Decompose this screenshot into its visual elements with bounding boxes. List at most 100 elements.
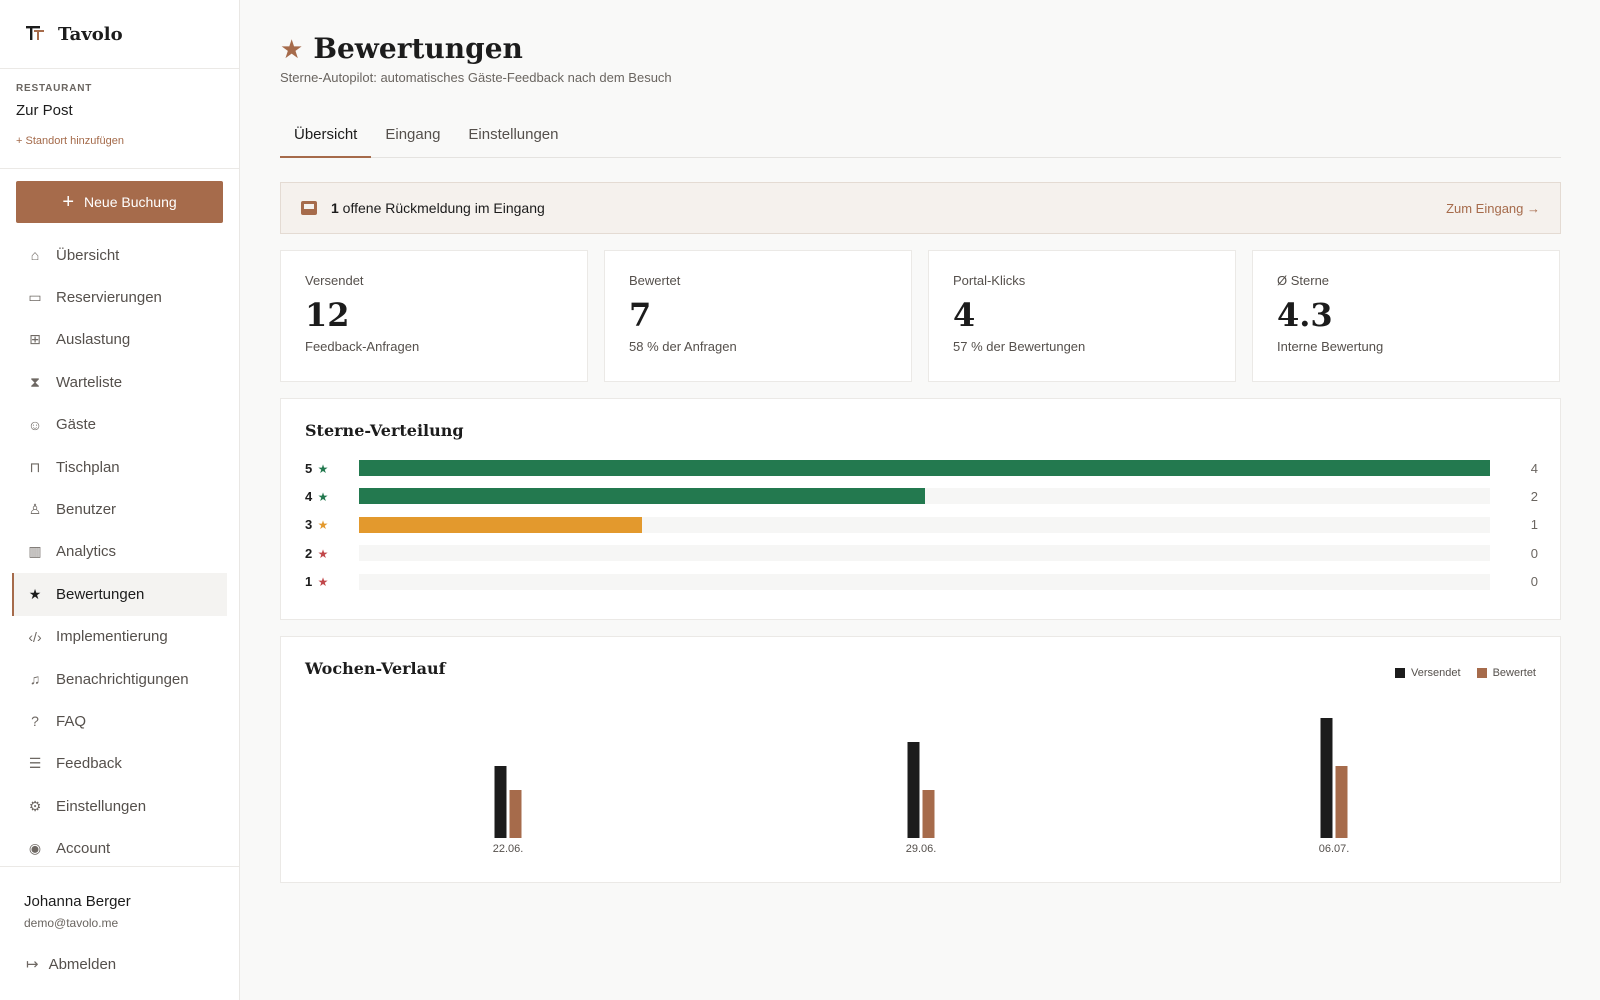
- distribution-count: 2: [1530, 488, 1538, 504]
- star-icon: ★: [314, 518, 329, 533]
- star-count-label: 5: [305, 460, 313, 476]
- star-icon: ★: [314, 575, 329, 590]
- distribution-label: 2 ★: [305, 546, 359, 561]
- inbox-icon: [301, 201, 317, 215]
- sidebar-item-label: Übersicht: [56, 246, 120, 264]
- sidebar-item-reservierungen[interactable]: ▭ Reservierungen: [12, 276, 227, 318]
- new-booking-button[interactable]: + Neue Buchung: [16, 181, 223, 223]
- sidebar-item-tischplan[interactable]: ⊓ Tischplan: [12, 446, 227, 488]
- logout-label: Abmelden: [48, 955, 117, 973]
- tavolo-logo-icon: [26, 26, 44, 40]
- distribution-row: 5 ★ 4: [305, 459, 1538, 477]
- star-icon: ★: [314, 461, 329, 476]
- distribution-label: 3 ★: [305, 517, 359, 532]
- distribution-bar: [359, 460, 1490, 476]
- star-icon: ★: [314, 546, 329, 561]
- x-tick-label: 22.06.: [493, 843, 524, 855]
- sidebar-item-label: FAQ: [56, 712, 87, 730]
- stat-subtext: Interne Bewertung: [1277, 339, 1384, 355]
- bar-versendet-1: [907, 742, 920, 838]
- sidebar-item-benutzer[interactable]: ♙ Benutzer: [12, 488, 227, 530]
- stat-subtext: 57 % der Bewertungen: [953, 339, 1086, 355]
- distribution-label: 4 ★: [305, 489, 359, 504]
- x-tick-label: 06.07.: [1319, 843, 1350, 855]
- stat-subtext: Feedback-Anfragen: [305, 339, 420, 355]
- tab-1[interactable]: Eingang: [385, 126, 441, 143]
- restaurant-name[interactable]: Zur Post: [16, 102, 73, 119]
- legend-label: Versendet: [1411, 667, 1461, 679]
- sidebar-item-label: Feedback: [56, 755, 122, 773]
- sidebar-nav: ⌂ Übersicht ▭ Reservierungen ⊞ Auslastung ⧗ War…: [12, 234, 227, 870]
- sidebar-item-gaeste[interactable]: ☺ Gäste: [12, 404, 227, 446]
- help-circle-icon: ?: [31, 713, 39, 730]
- chart-legend: Versendet Bewertet: [1379, 667, 1536, 679]
- go-to-inbox-link[interactable]: Zum Eingang →: [1446, 200, 1540, 216]
- home-icon: ⌂: [30, 247, 40, 264]
- banner-count: 1: [331, 200, 339, 216]
- star-count-label: 4: [305, 488, 313, 504]
- sidebar-item-label: Bewertungen: [56, 585, 145, 603]
- sidebar: Tavolo RESTAURANT Zur Post + Standort hi…: [0, 0, 240, 1000]
- banner-text: 1 offene Rückmeldung im Eingang: [331, 200, 545, 216]
- distribution-row: 3 ★ 1: [305, 516, 1538, 534]
- bell-icon: ♫: [29, 671, 41, 688]
- weekly-trend-panel: Wochen-Verlauf Versendet Bewertet 22.06. 2…: [280, 636, 1561, 883]
- add-location-link[interactable]: + Standort hinzufügen: [16, 135, 124, 147]
- sidebar-item-label: Benutzer: [56, 501, 117, 519]
- stat-card: Ø Sterne 4.3 Interne Bewertung: [1252, 250, 1560, 382]
- stat-label: Bewertet: [629, 273, 681, 288]
- sidebar-item-label: Account: [56, 840, 111, 858]
- bar-chart-icon: ▥: [28, 543, 42, 560]
- bar-bewertet-1: [922, 790, 935, 838]
- stat-value: 12: [305, 296, 350, 334]
- stat-card: Versendet 12 Feedback-Anfragen: [280, 250, 588, 382]
- user-email: demo@tavolo.me: [24, 916, 119, 930]
- tab-2[interactable]: Einstellungen: [468, 126, 559, 143]
- bar-bewertet-2: [1335, 766, 1348, 838]
- star-icon: ★: [314, 489, 329, 504]
- page-subtitle: Sterne-Autopilot: automatisches Gäste-Fe…: [280, 70, 672, 85]
- sidebar-item-warteliste[interactable]: ⧗ Warteliste: [12, 361, 227, 403]
- sidebar-item-uebersicht[interactable]: ⌂ Übersicht: [12, 234, 227, 276]
- sidebar-item-label: Warteliste: [56, 373, 123, 391]
- legend-item: Versendet: [1395, 667, 1461, 679]
- page-header: ★ Bewertungen: [280, 32, 523, 65]
- star-distribution-panel: Sterne-Verteilung 5 ★ 4 4 ★ 2 3 ★ 1 2 ★ 0 1 ★ 0: [280, 398, 1561, 620]
- sidebar-item-feedback[interactable]: ☰ Feedback: [12, 743, 227, 785]
- sidebar-item-label: Auslastung: [56, 331, 131, 349]
- sidebar-item-account[interactable]: ◉ Account: [12, 827, 227, 869]
- sidebar-item-label: Einstellungen: [56, 797, 147, 815]
- sidebar-item-auslastung[interactable]: ⊞ Auslastung: [12, 319, 227, 361]
- user-name: Johanna Berger: [24, 893, 131, 910]
- legend-swatch: [1476, 668, 1487, 678]
- stat-value: 4.3: [1277, 296, 1333, 334]
- sidebar-item-label: Analytics: [56, 543, 117, 561]
- distribution-count: 0: [1530, 574, 1538, 590]
- sidebar-item-faq[interactable]: ? FAQ: [12, 700, 227, 742]
- stat-card: Bewertet 7 58 % der Anfragen: [604, 250, 912, 382]
- x-tick-label: 29.06.: [906, 843, 937, 855]
- distribution-row: 2 ★ 0: [305, 544, 1538, 562]
- sidebar-item-benachrichtigungen[interactable]: ♫ Benachrichtigungen: [12, 658, 227, 700]
- logout-icon: ↦: [26, 956, 39, 973]
- sidebar-item-bewertungen[interactable]: ★ Bewertungen: [12, 573, 227, 616]
- sidebar-item-analytics[interactable]: ▥ Analytics: [12, 531, 227, 573]
- logout-button[interactable]: ↦ Abmelden: [26, 955, 117, 974]
- distribution-track: [359, 488, 1490, 505]
- stat-subtext: 58 % der Anfragen: [629, 339, 737, 355]
- distribution-row: 1 ★ 0: [305, 573, 1538, 591]
- stat-label: Versendet: [305, 273, 364, 288]
- tab-0[interactable]: Übersicht: [280, 112, 372, 158]
- tab-bar: Übersicht Eingang Einstellungen: [280, 112, 1561, 158]
- weekly-title: Wochen-Verlauf: [305, 659, 446, 678]
- distribution-label: 5 ★: [305, 461, 359, 476]
- sidebar-item-label: Implementierung: [56, 628, 168, 646]
- brand[interactable]: Tavolo: [0, 0, 239, 69]
- sidebar-item-label: Benachrichtigungen: [56, 670, 189, 688]
- sidebar-item-einstellungen[interactable]: ⚙ Einstellungen: [12, 785, 227, 827]
- code-icon: ‹/›: [28, 628, 42, 645]
- star-count-label: 2: [305, 545, 313, 561]
- stat-value: 4: [953, 296, 976, 334]
- bar-versendet-2: [1320, 718, 1333, 838]
- sidebar-item-implementierung[interactable]: ‹/› Implementierung: [12, 616, 227, 658]
